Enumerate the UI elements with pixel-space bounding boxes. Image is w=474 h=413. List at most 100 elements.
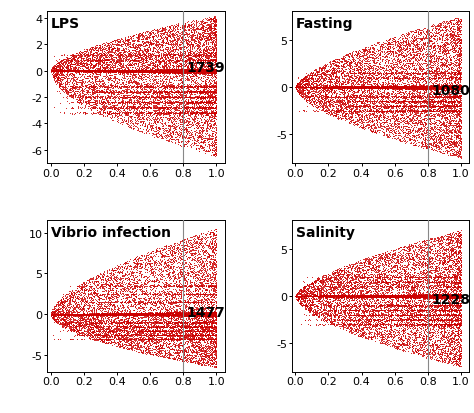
Point: [165, 280, 173, 287]
Point: [92, 68, 100, 75]
Point: [367, 87, 375, 94]
Point: [293, 290, 301, 297]
Point: [321, 85, 329, 92]
Point: [98, 311, 105, 318]
Point: [441, 142, 448, 149]
Point: [446, 292, 453, 299]
Point: [198, 335, 206, 341]
Point: [328, 85, 336, 91]
Point: [368, 292, 376, 299]
Point: [347, 85, 355, 91]
Point: [179, 76, 186, 83]
Point: [185, 118, 192, 125]
Point: [156, 60, 164, 67]
Point: [194, 89, 201, 95]
Point: [375, 76, 383, 83]
Point: [193, 84, 201, 91]
Point: [378, 84, 386, 90]
Point: [161, 311, 169, 318]
Point: [141, 283, 149, 290]
Point: [319, 83, 327, 90]
Point: [92, 323, 100, 330]
Point: [337, 268, 345, 274]
Point: [422, 84, 429, 90]
Point: [377, 339, 385, 346]
Point: [211, 68, 219, 74]
Point: [59, 303, 66, 310]
Point: [435, 92, 443, 98]
Point: [381, 254, 388, 261]
Point: [74, 67, 82, 74]
Point: [208, 57, 215, 63]
Point: [457, 24, 465, 31]
Point: [187, 22, 194, 29]
Point: [119, 319, 127, 326]
Point: [389, 292, 397, 299]
Point: [67, 328, 75, 335]
Point: [447, 84, 455, 91]
Point: [367, 128, 375, 135]
Point: [210, 313, 218, 320]
Point: [356, 70, 364, 76]
Point: [407, 83, 414, 89]
Point: [210, 83, 218, 89]
Point: [60, 323, 67, 329]
Point: [150, 110, 158, 117]
Point: [119, 305, 127, 311]
Point: [453, 94, 461, 101]
Point: [307, 304, 315, 311]
Point: [201, 61, 208, 68]
Point: [362, 262, 369, 268]
Point: [96, 56, 104, 62]
Point: [107, 292, 115, 299]
Point: [367, 314, 375, 320]
Point: [106, 102, 113, 109]
Point: [127, 323, 134, 330]
Point: [197, 323, 205, 330]
Point: [91, 90, 99, 96]
Point: [115, 309, 122, 315]
Point: [370, 126, 377, 133]
Point: [438, 109, 446, 115]
Point: [88, 52, 95, 59]
Point: [185, 78, 192, 84]
Point: [423, 92, 431, 98]
Point: [111, 113, 119, 119]
Point: [209, 309, 217, 316]
Point: [398, 295, 406, 301]
Point: [207, 123, 214, 130]
Point: [163, 292, 170, 298]
Point: [439, 334, 447, 341]
Point: [48, 71, 56, 78]
Point: [210, 99, 217, 106]
Point: [392, 90, 399, 97]
Point: [405, 321, 413, 328]
Point: [335, 62, 342, 69]
Point: [81, 69, 89, 75]
Point: [169, 84, 176, 91]
Point: [207, 60, 214, 67]
Point: [71, 69, 79, 76]
Point: [413, 121, 420, 128]
Point: [204, 313, 212, 320]
Point: [404, 128, 412, 135]
Point: [201, 353, 209, 359]
Point: [170, 308, 178, 314]
Point: [111, 51, 118, 58]
Point: [101, 101, 109, 107]
Point: [419, 65, 427, 72]
Point: [377, 85, 385, 92]
Point: [362, 293, 370, 299]
Point: [360, 323, 367, 329]
Point: [364, 116, 371, 123]
Point: [128, 312, 135, 318]
Point: [372, 279, 380, 286]
Point: [400, 310, 408, 316]
Point: [82, 297, 89, 304]
Point: [420, 126, 428, 133]
Point: [136, 70, 144, 76]
Point: [136, 319, 144, 325]
Point: [402, 71, 410, 78]
Point: [181, 309, 188, 316]
Point: [448, 306, 456, 313]
